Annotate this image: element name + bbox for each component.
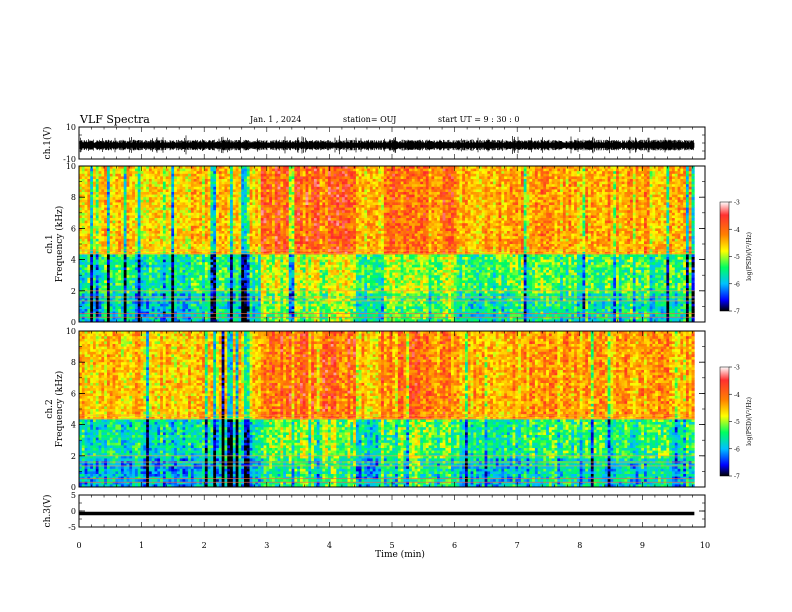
x-tick-label: 8 [577,541,582,550]
colorbar-tick: -5 [734,419,740,426]
y-axis-label: ch.2Frequency (kHz) [45,371,65,448]
colorbar-tick: -4 [734,392,740,399]
y-tick-label: 10 [66,162,76,171]
x-tick-label: 1 [139,541,144,550]
y-axis-label: ch.1(V) [42,127,53,160]
x-tick-label: 4 [327,541,332,550]
header-start-ut: start UT = 9 : 30 : 0 [438,115,519,124]
colorbar-gradient [720,202,729,311]
x-tick-label: 5 [389,541,394,550]
y-tick-label: 4 [71,256,76,265]
y-axis-label: ch.1Frequency (kHz) [45,206,65,283]
ch1-spectrogram-panel: 0 2 4 6 8 10 ch.1Frequency (kHz) [45,162,705,327]
y-axis-label: ch.3(V) [42,495,53,528]
y-tick-label: 6 [71,389,76,398]
y-tick-label: 8 [71,193,76,202]
y-tick-label: -5 [68,523,76,532]
y-tick-label: 8 [71,358,76,367]
colorbar-gradient [720,367,729,476]
ch1-spectrogram-cells [79,166,695,322]
ch3-waveform-panel: 5 0 -5 ch.3(V) [42,491,705,532]
y-tick-label: 10 [66,123,76,132]
ch2-spectrogram-cells [79,331,695,487]
header-station: station= OUJ [343,115,396,124]
colorbar-tick: -6 [734,281,740,288]
x-axis-label: Time (min) [375,549,425,560]
figure-title: VLF Spectra [79,113,150,126]
colorbar-tick: -7 [734,309,740,316]
y-tick-label: 5 [71,491,76,500]
colorbar-tick: -5 [734,254,740,261]
header-date: Jan. 1 , 2024 [249,115,301,124]
x-tick-label: 9 [640,541,645,550]
colorbar-label: log(PSD)(V²/Hz) [746,232,753,281]
x-tick-label: 10 [700,541,710,550]
y-tick-label: 0 [71,507,76,516]
ch1-waveform-trace [80,135,694,154]
y-tick-label: 6 [71,224,76,233]
colorbar-tick: -3 [734,200,740,207]
x-tick-label: 6 [452,541,457,550]
y-tick-label: 0 [71,318,76,327]
y-tick-label: 2 [71,287,76,296]
x-tick-label: 7 [515,541,520,550]
time-axis: 0 1 2 3 4 5 6 7 8 9 10 [76,541,710,550]
ch1-colorbar: -3 -4 -5 -6 -7 log(PSD)(V²/Hz) [720,200,753,316]
colorbar-tick: -6 [734,446,740,453]
y-tick-label: 2 [71,452,76,461]
colorbar-tick: -4 [734,227,740,234]
vlf-figure: VLF Spectra Jan. 1 , 2024 station= OUJ s… [0,0,792,612]
x-tick-label: 0 [76,541,81,550]
x-tick-label: 2 [202,541,207,550]
x-tick-label: 3 [264,541,269,550]
ch2-colorbar: -3 -4 -5 -6 -7 log(PSD)(V²/Hz) [720,365,753,481]
colorbar-tick: -3 [734,365,740,372]
colorbar-tick: -7 [734,474,740,481]
colorbar-label: log(PSD)(V²/Hz) [746,397,753,446]
y-tick-label: 4 [71,421,76,430]
y-tick-label: 10 [66,327,76,336]
